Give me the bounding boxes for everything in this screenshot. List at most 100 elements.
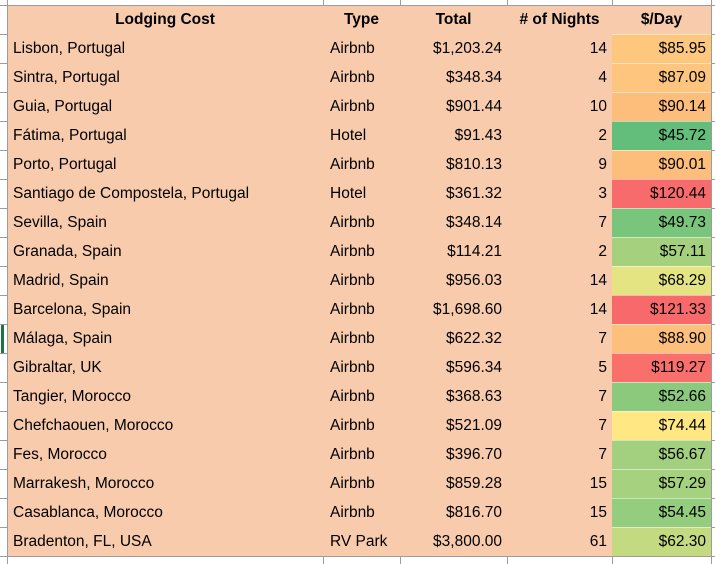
cell-total[interactable]: $1,203.24 <box>400 34 507 63</box>
gridline-bottom <box>0 556 715 557</box>
cell-nights[interactable]: 7 <box>507 440 612 469</box>
cell-per_day[interactable]: $90.14 <box>612 92 711 121</box>
cell-per_day[interactable]: $56.67 <box>612 440 711 469</box>
cell-type[interactable]: Hotel <box>323 121 400 150</box>
cell-type[interactable]: Airbnb <box>323 92 400 121</box>
cell-location[interactable]: Guia, Portugal <box>7 92 323 121</box>
cell-location[interactable]: Bradenton, FL, USA <box>7 527 323 556</box>
cell-per_day[interactable]: $57.11 <box>612 237 711 266</box>
cell-nights[interactable]: 15 <box>507 469 612 498</box>
gridline-tick <box>711 237 715 238</box>
cell-nights[interactable]: 7 <box>507 208 612 237</box>
cell-location[interactable]: Porto, Portugal <box>7 150 323 179</box>
cell-type[interactable]: Airbnb <box>323 440 400 469</box>
cell-location[interactable]: Madrid, Spain <box>7 266 323 295</box>
cell-total[interactable]: $622.32 <box>400 324 507 353</box>
cell-location[interactable]: Chefchaouen, Morocco <box>7 411 323 440</box>
cell-nights[interactable]: 15 <box>507 498 612 527</box>
cell-nights[interactable]: 7 <box>507 324 612 353</box>
cell-location[interactable]: Gibraltar, UK <box>7 353 323 382</box>
cell-per_day[interactable]: $120.44 <box>612 179 711 208</box>
header-cell-nights[interactable]: # of Nights <box>507 5 612 34</box>
cell-total[interactable]: $956.03 <box>400 266 507 295</box>
cell-total[interactable]: $596.34 <box>400 353 507 382</box>
gridline-tick <box>0 556 7 557</box>
cell-per_day[interactable]: $52.66 <box>612 382 711 411</box>
cell-nights[interactable]: 14 <box>507 295 612 324</box>
cell-total[interactable]: $368.63 <box>400 382 507 411</box>
cell-per_day[interactable]: $87.09 <box>612 63 711 92</box>
cell-per_day[interactable]: $62.30 <box>612 527 711 556</box>
cell-location[interactable]: Barcelona, Spain <box>7 295 323 324</box>
cell-type[interactable]: Airbnb <box>323 266 400 295</box>
cell-location[interactable]: Tangier, Morocco <box>7 382 323 411</box>
cell-nights[interactable]: 4 <box>507 63 612 92</box>
cell-nights[interactable]: 5 <box>507 353 612 382</box>
cell-total[interactable]: $348.14 <box>400 208 507 237</box>
cell-nights[interactable]: 7 <box>507 382 612 411</box>
cell-per_day[interactable]: $45.72 <box>612 121 711 150</box>
cell-location[interactable]: Fátima, Portugal <box>7 121 323 150</box>
cell-nights[interactable]: 2 <box>507 121 612 150</box>
cell-type[interactable]: Airbnb <box>323 237 400 266</box>
cell-nights[interactable]: 9 <box>507 150 612 179</box>
cell-per_day[interactable]: $54.45 <box>612 498 711 527</box>
cell-total[interactable]: $859.28 <box>400 469 507 498</box>
cell-nights[interactable]: 7 <box>507 411 612 440</box>
cell-location[interactable]: Casablanca, Morocco <box>7 498 323 527</box>
cell-location[interactable]: Málaga, Spain <box>7 324 323 353</box>
header-cell-per_day[interactable]: $/Day <box>612 5 711 34</box>
cell-total[interactable]: $901.44 <box>400 92 507 121</box>
cell-per_day[interactable]: $68.29 <box>612 266 711 295</box>
cell-type[interactable]: Airbnb <box>323 150 400 179</box>
cell-type[interactable]: Airbnb <box>323 34 400 63</box>
gridline-tick <box>612 557 613 564</box>
lodging-cost-table: Lodging Cost Type Total # of Nights $/Day Lis… <box>7 5 711 556</box>
cell-total[interactable]: $348.34 <box>400 63 507 92</box>
cell-nights[interactable]: 14 <box>507 34 612 63</box>
cell-location[interactable]: Granada, Spain <box>7 237 323 266</box>
cell-total[interactable]: $810.13 <box>400 150 507 179</box>
cell-per_day[interactable]: $74.44 <box>612 411 711 440</box>
cell-total[interactable]: $361.32 <box>400 179 507 208</box>
cell-total[interactable]: $91.43 <box>400 121 507 150</box>
cell-type[interactable]: Airbnb <box>323 382 400 411</box>
cell-type[interactable]: Airbnb <box>323 411 400 440</box>
cell-per_day[interactable]: $49.73 <box>612 208 711 237</box>
cell-per_day[interactable]: $88.90 <box>612 324 711 353</box>
cell-location[interactable]: Lisbon, Portugal <box>7 34 323 63</box>
cell-total[interactable]: $3,800.00 <box>400 527 507 556</box>
header-cell-total[interactable]: Total <box>400 5 507 34</box>
cell-per_day[interactable]: $90.01 <box>612 150 711 179</box>
cell-per_day[interactable]: $121.33 <box>612 295 711 324</box>
cell-nights[interactable]: 2 <box>507 237 612 266</box>
cell-total[interactable]: $816.70 <box>400 498 507 527</box>
cell-total[interactable]: $1,698.60 <box>400 295 507 324</box>
header-cell-location[interactable]: Lodging Cost <box>7 5 323 34</box>
cell-total[interactable]: $521.09 <box>400 411 507 440</box>
cell-type[interactable]: Airbnb <box>323 498 400 527</box>
cell-type[interactable]: Hotel <box>323 179 400 208</box>
cell-type[interactable]: Airbnb <box>323 469 400 498</box>
cell-nights[interactable]: 3 <box>507 179 612 208</box>
cell-total[interactable]: $396.70 <box>400 440 507 469</box>
header-cell-type[interactable]: Type <box>323 5 400 34</box>
cell-location[interactable]: Santiago de Compostela, Portugal <box>7 179 323 208</box>
cell-total[interactable]: $114.21 <box>400 237 507 266</box>
cell-per_day[interactable]: $119.27 <box>612 353 711 382</box>
cell-type[interactable]: Airbnb <box>323 295 400 324</box>
cell-nights[interactable]: 14 <box>507 266 612 295</box>
cell-location[interactable]: Sintra, Portugal <box>7 63 323 92</box>
cell-type[interactable]: Airbnb <box>323 353 400 382</box>
cell-nights[interactable]: 61 <box>507 527 612 556</box>
cell-type[interactable]: Airbnb <box>323 324 400 353</box>
cell-type[interactable]: RV Park <box>323 527 400 556</box>
cell-nights[interactable]: 10 <box>507 92 612 121</box>
cell-location[interactable]: Sevilla, Spain <box>7 208 323 237</box>
cell-per_day[interactable]: $85.95 <box>612 34 711 63</box>
cell-location[interactable]: Marrakesh, Morocco <box>7 469 323 498</box>
cell-per_day[interactable]: $57.29 <box>612 469 711 498</box>
cell-type[interactable]: Airbnb <box>323 63 400 92</box>
cell-location[interactable]: Fes, Morocco <box>7 440 323 469</box>
cell-type[interactable]: Airbnb <box>323 208 400 237</box>
